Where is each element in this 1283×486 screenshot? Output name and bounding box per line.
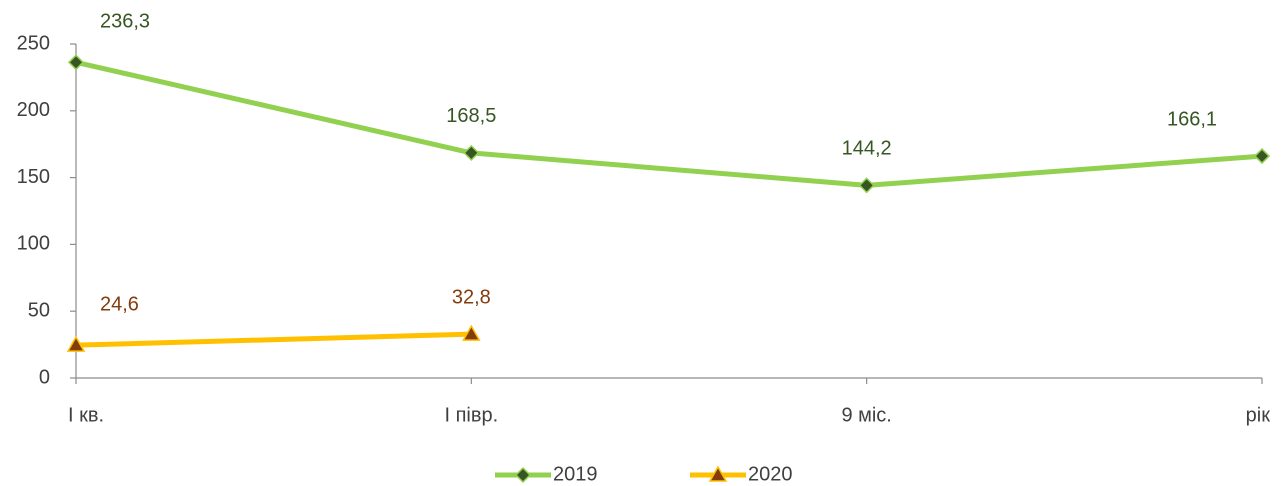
point-marker	[67, 54, 85, 71]
y-tick-label: 0	[39, 366, 50, 388]
series-line	[75, 331, 472, 348]
data-label: 24,6	[100, 293, 139, 315]
x-tick-label: I півр.	[444, 404, 498, 426]
y-tick-label: 250	[17, 32, 50, 54]
series-line	[75, 59, 1263, 188]
x-tick-label: I кв.	[68, 404, 104, 426]
data-label: 236,3	[100, 11, 150, 33]
x-tick-label: рік	[1246, 404, 1271, 426]
data-label: 32,8	[452, 286, 491, 308]
x-tick-label: 9 міс.	[841, 404, 891, 426]
data-label: 168,5	[446, 105, 496, 127]
y-tick-label: 150	[17, 166, 50, 188]
y-tick-label: 200	[17, 99, 50, 121]
point-marker	[858, 177, 875, 194]
data-label: 166,1	[1167, 108, 1217, 130]
point-marker	[463, 144, 480, 161]
legend-label: 2019	[553, 463, 598, 485]
y-tick-label: 100	[17, 233, 50, 255]
legend-marker	[514, 466, 532, 484]
point-marker	[462, 324, 481, 341]
y-tick-label: 50	[28, 299, 50, 321]
legend-label: 2020	[748, 463, 793, 485]
data-label: 144,2	[842, 138, 892, 160]
legend-marker	[708, 465, 728, 482]
point-marker	[1253, 148, 1271, 165]
point-marker	[66, 335, 86, 352]
